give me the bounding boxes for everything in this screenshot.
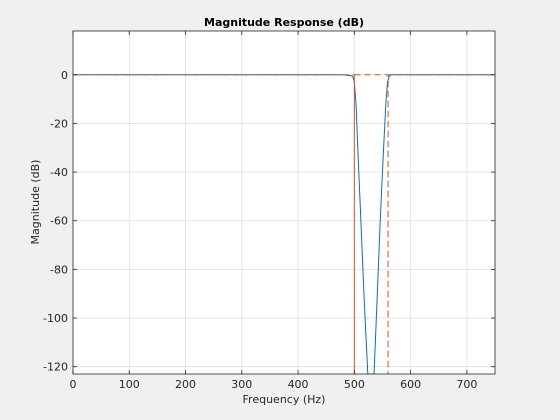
- x-axis-title: Frequency (Hz): [243, 393, 326, 406]
- y-tick-label: -80: [50, 263, 68, 276]
- ticks: 0 100 200 300 400 500 600 700 0 -20 -40 -60 -80 -100 -…: [43, 31, 495, 391]
- y-axis-title: Magnitude (dB): [29, 160, 42, 245]
- series-layer: [73, 74, 495, 374]
- x-tick-label: 300: [231, 378, 252, 391]
- y-tick-label: -40: [50, 166, 68, 179]
- plot-area: [73, 31, 495, 374]
- magnitude-line: [73, 74, 495, 374]
- x-tick-label: 100: [119, 378, 140, 391]
- x-tick-label: 600: [400, 378, 421, 391]
- y-tick-label: -120: [43, 361, 68, 374]
- x-tick-label: 0: [70, 378, 77, 391]
- x-tick-label: 200: [175, 378, 196, 391]
- y-tick-label: -60: [50, 215, 68, 228]
- y-tick-label: -20: [50, 117, 68, 130]
- y-tick-label: -100: [43, 312, 68, 325]
- x-tick-label: 500: [344, 378, 365, 391]
- chart-title: Magnitude Response (dB): [204, 16, 364, 29]
- x-tick-label: 400: [288, 378, 309, 391]
- spec-mask-line: [73, 74, 495, 374]
- x-tick-label: 700: [456, 378, 477, 391]
- y-tick-label: 0: [61, 69, 68, 82]
- plot-frame: [72, 30, 496, 375]
